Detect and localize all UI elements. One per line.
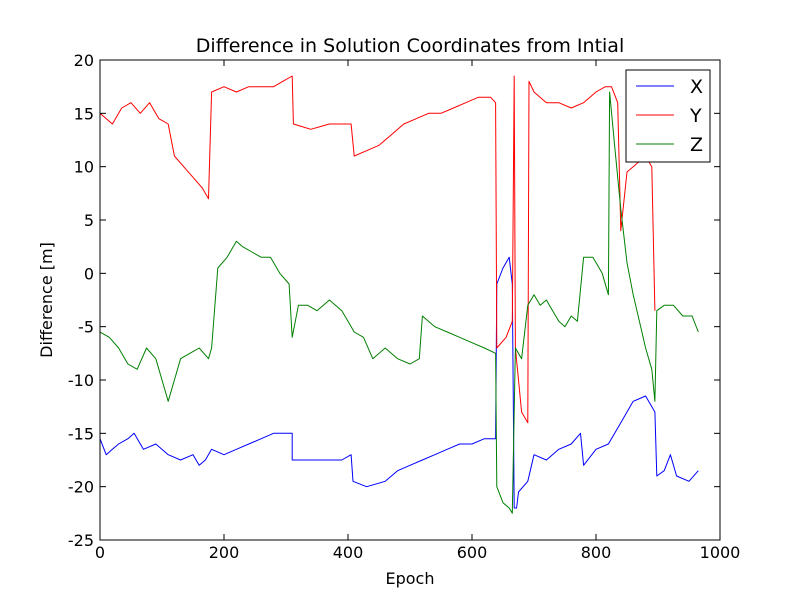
y-tick-label: 0 [84, 264, 94, 283]
y-tick-label: 10 [74, 158, 94, 177]
plot-frame [99, 59, 721, 541]
y-tick-label: -15 [68, 424, 94, 443]
series-line-z [100, 91, 699, 514]
y-tick-label: -20 [68, 478, 94, 497]
legend-label-y: Y [689, 105, 702, 127]
y-tick-label: 5 [84, 211, 94, 230]
y-axis-label: Difference [m] [37, 242, 56, 358]
x-tick-label: 600 [457, 543, 488, 562]
chart-title: Difference in Solution Coordinates from … [196, 35, 624, 57]
x-axis-label: Epoch [386, 569, 435, 588]
legend-label-x: X [690, 76, 703, 98]
series-line-y [100, 75, 656, 424]
x-tick-label: 0 [95, 543, 105, 562]
x-tick-label: 1000 [700, 543, 741, 562]
legend: XYZ [625, 69, 711, 163]
y-tick-label: 20 [74, 51, 94, 70]
y-tick-label: -10 [68, 371, 94, 390]
y-tick-label: 15 [74, 104, 94, 123]
series-line-x [100, 256, 699, 509]
y-tick-label: -5 [78, 318, 94, 337]
x-tick-label: 800 [581, 543, 612, 562]
legend-label-z: Z [690, 134, 703, 156]
y-tick-label: -25 [68, 531, 94, 550]
x-tick-label: 200 [209, 543, 240, 562]
x-tick-label: 400 [333, 543, 364, 562]
